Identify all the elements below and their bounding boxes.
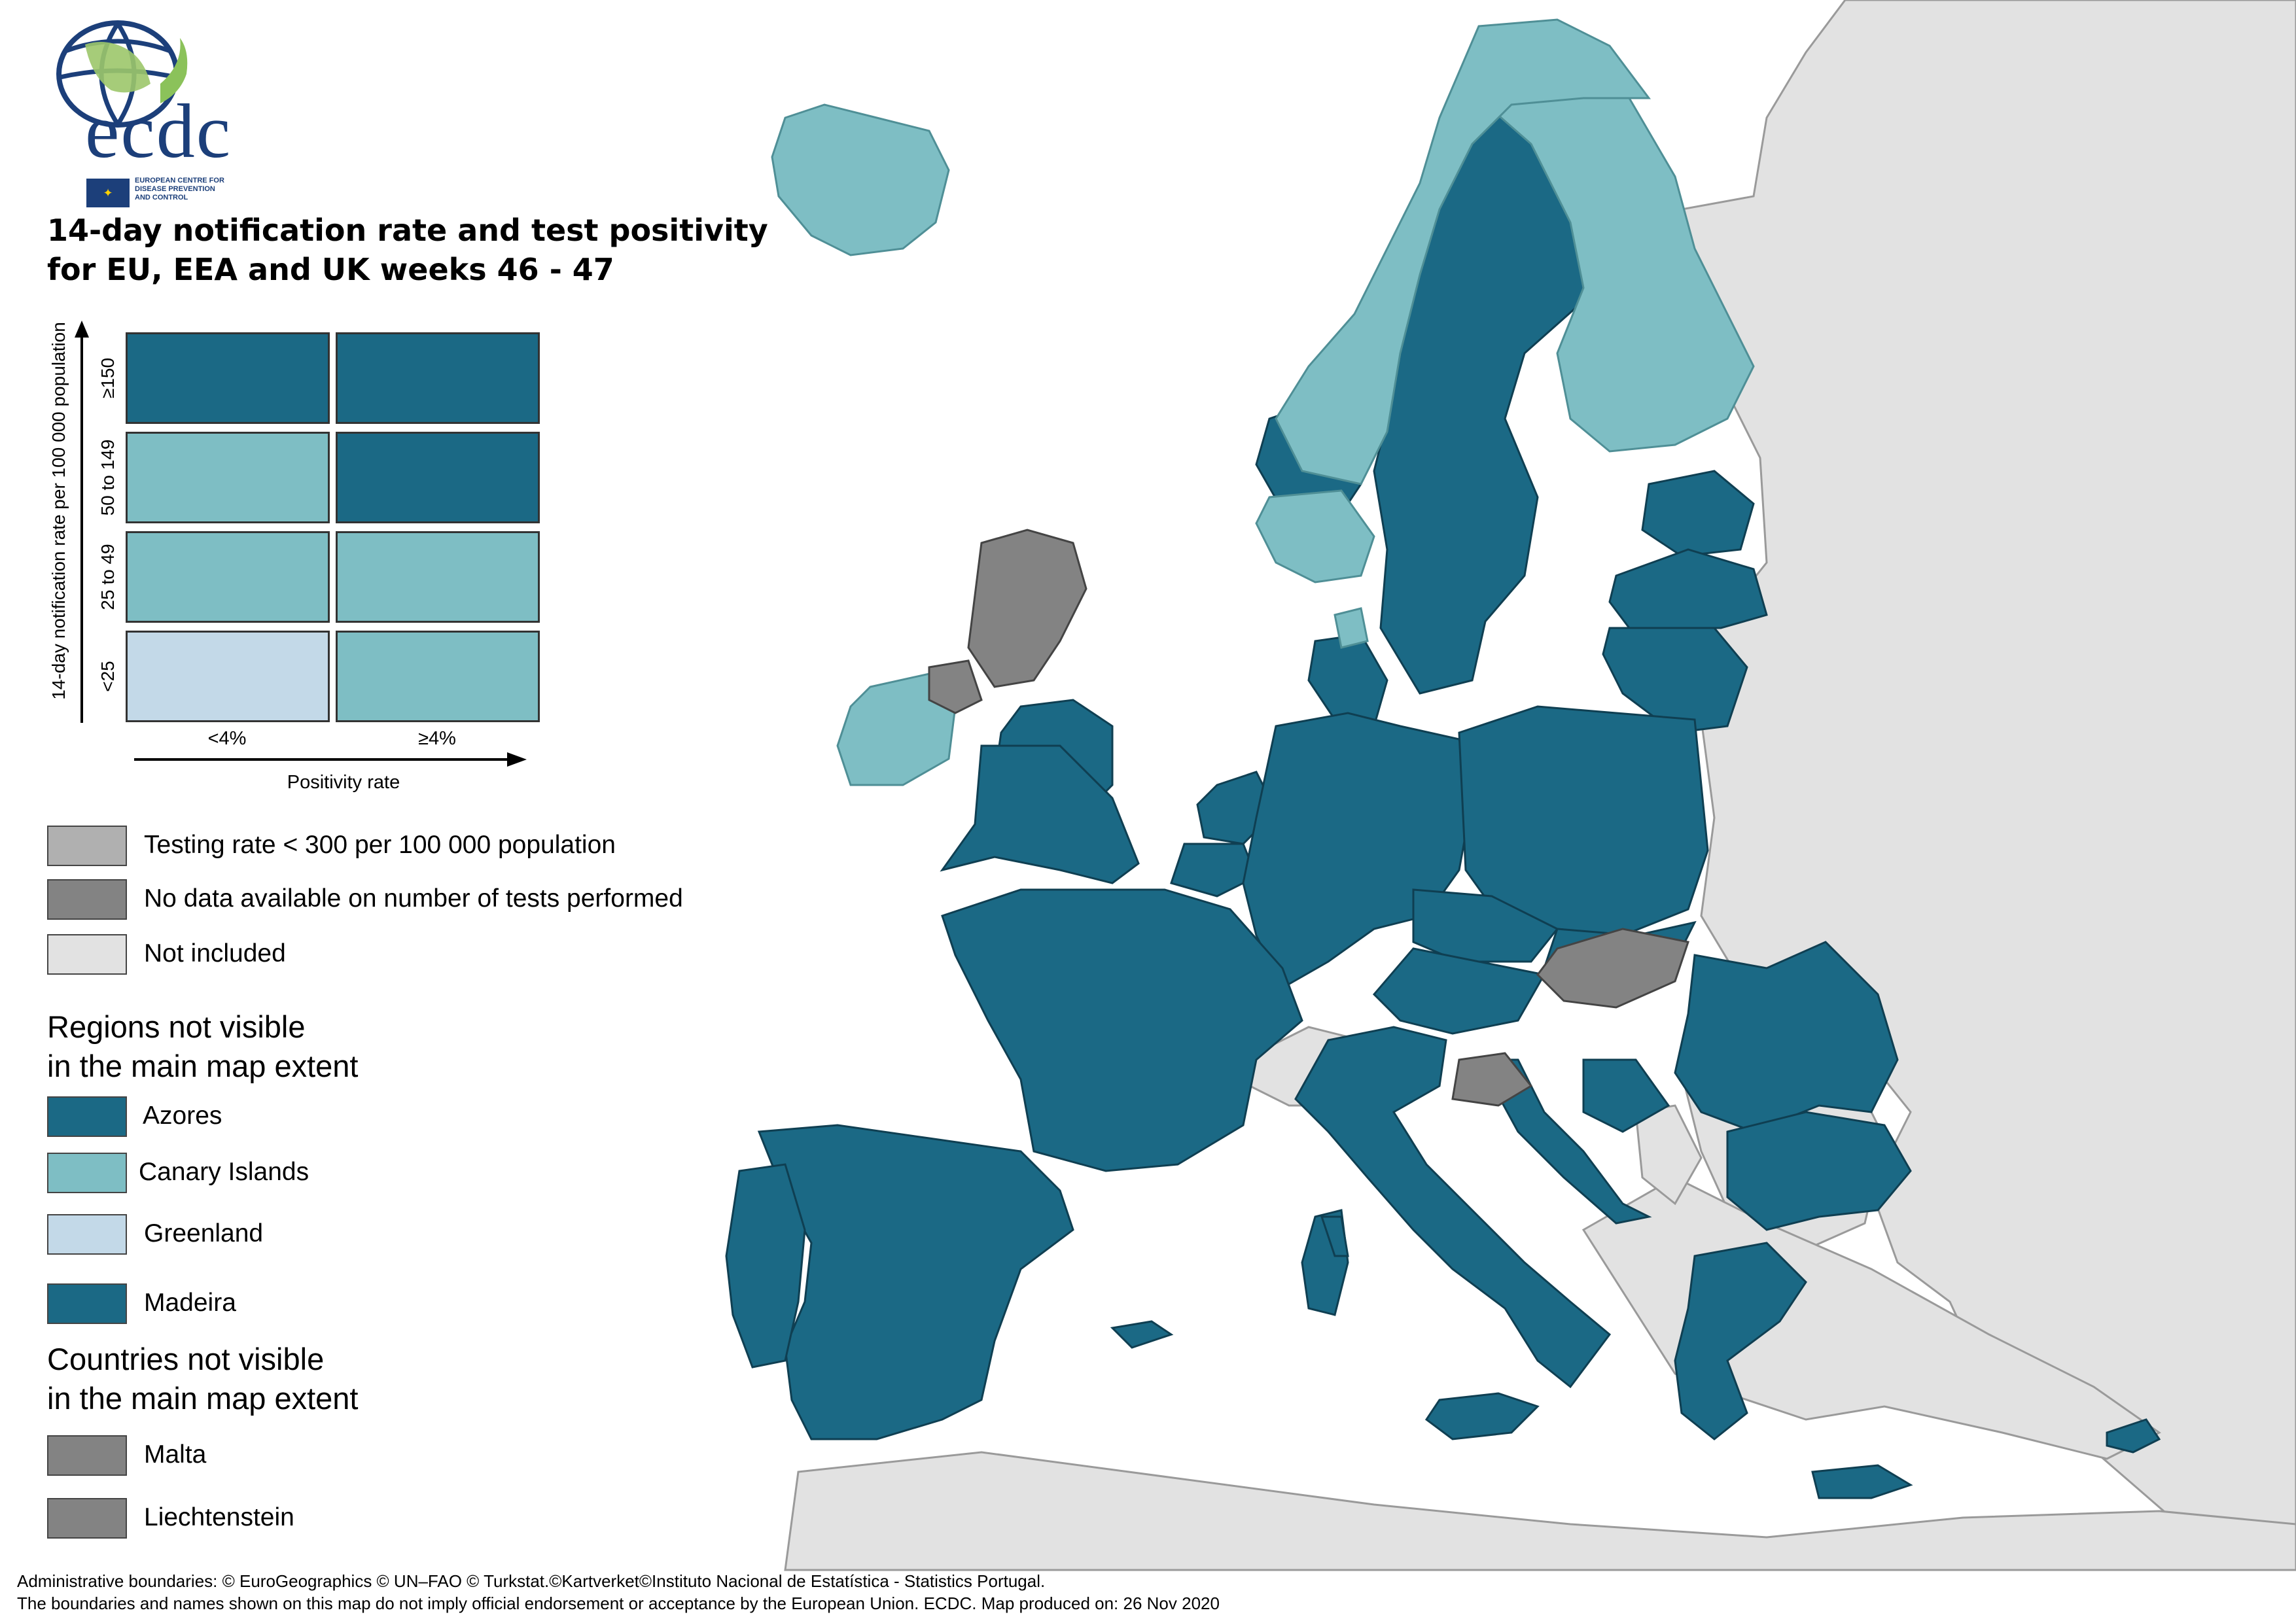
row-label-150: ≥150 [97, 357, 118, 399]
swatch-low-testing [47, 826, 127, 866]
x-axis-arrow-icon [134, 752, 527, 767]
swatch-liechtenstein [47, 1498, 127, 1539]
eu-flag-icon: ✦ [86, 179, 130, 207]
cell-50-high [336, 432, 540, 523]
estonia [1641, 470, 1755, 557]
logo-tagline: EUROPEAN CENTRE FOR DISEASE PREVENTION A… [135, 177, 224, 202]
ecdc-wordmark: ecdc [85, 88, 232, 174]
col-label-high: ≥4% [418, 728, 456, 749]
czechia [1412, 888, 1559, 963]
countries-heading: Countries not visible in the main map ex… [47, 1340, 359, 1418]
cell-lt25-low [126, 631, 330, 722]
romania [1674, 941, 1899, 1133]
balearic-islands [1110, 1320, 1174, 1349]
swatch-azores [47, 1096, 127, 1137]
regions-heading: Regions not visible in the main map exte… [47, 1007, 359, 1086]
finland [1476, 77, 1755, 453]
col-label-low: <4% [207, 728, 247, 749]
tagline-line-1: EUROPEAN CENTRE FOR [135, 177, 224, 184]
label-not-included: Not included [144, 939, 286, 967]
france [941, 888, 1303, 1172]
row-label-25: 25 to 49 [97, 544, 118, 610]
x-axis-title: Positivity rate [287, 772, 400, 793]
scotland [967, 529, 1087, 688]
swatch-not-included [47, 934, 127, 975]
countries-heading-line-1: Countries not visible [47, 1342, 325, 1376]
map-title: 14-day notification rate and test positi… [47, 211, 768, 289]
spain [757, 1124, 1074, 1440]
lithuania [1602, 627, 1748, 734]
cell-25-high [336, 531, 540, 623]
bulgaria [1726, 1111, 1912, 1231]
regions-heading-line-1: Regions not visible [47, 1009, 306, 1044]
croatia-inland [1582, 1058, 1670, 1133]
dark-teal-countries [725, 97, 2161, 1499]
label-liechtenstein: Liechtenstein [144, 1503, 294, 1531]
row-label-lt25: <25 [97, 661, 118, 692]
italy [1294, 1026, 1612, 1389]
greece-mainland [1674, 1242, 1807, 1440]
latvia [1608, 548, 1768, 629]
england-wales [940, 744, 1140, 884]
footer-disclaimer: The boundaries and names shown on this m… [17, 1594, 1220, 1613]
cell-50-low [126, 432, 330, 523]
norway [1275, 18, 1651, 485]
germany [1242, 712, 1474, 990]
corsica [1320, 1215, 1349, 1257]
sicily [1424, 1392, 1540, 1440]
grey-no-data-countries [928, 529, 1689, 1107]
tagline-line-3: AND CONTROL [135, 194, 188, 201]
belgium [1170, 843, 1258, 898]
denmark-north [1333, 607, 1369, 649]
hungary [1536, 928, 1689, 1009]
countries-heading-line-2: in the main map extent [47, 1381, 359, 1416]
globe-icon [56, 20, 188, 128]
swatch-canary-islands [47, 1153, 127, 1193]
swatch-greenland [47, 1214, 127, 1255]
title-line-2: for EU, EEA and UK weeks 46 - 47 [47, 252, 614, 287]
y-axis-title: 14-day notification rate per 100 000 pop… [48, 322, 69, 700]
label-canary-islands: Canary Islands [139, 1158, 309, 1186]
footer-attribution: Administrative boundaries: © EuroGeograp… [17, 1571, 1046, 1591]
y-axis-arrow-icon [75, 321, 89, 723]
label-madeira: Madeira [144, 1289, 236, 1317]
swatch-madeira [47, 1283, 127, 1324]
ecdc-logo: ecdc ✦ EUROPEAN CENTRE FOR DISEASE PREVE… [46, 12, 268, 207]
regions-heading-line-2: in the main map extent [47, 1049, 359, 1083]
label-no-data: No data available on number of tests per… [144, 884, 683, 913]
label-greenland: Greenland [144, 1219, 264, 1247]
label-low-testing: Testing rate < 300 per 100 000 populatio… [144, 831, 616, 859]
slovenia [1451, 1052, 1533, 1107]
label-malta: Malta [144, 1440, 207, 1469]
cell-lt25-high [336, 631, 540, 722]
tagline-line-2: DISEASE PREVENTION [135, 185, 215, 193]
portugal [725, 1163, 806, 1368]
row-label-50: 50 to 149 [97, 439, 118, 516]
northern-ireland [928, 659, 983, 714]
light-teal-countries [771, 18, 1755, 786]
southern-norway [1255, 489, 1375, 584]
cell-150-high [336, 332, 540, 424]
cell-150-low [126, 332, 330, 424]
cell-25-low [126, 531, 330, 623]
crete [1811, 1464, 1913, 1499]
austria [1372, 947, 1546, 1035]
swatch-malta [47, 1435, 127, 1476]
swatch-no-data [47, 879, 127, 920]
cyprus [2106, 1418, 2161, 1454]
iceland [771, 103, 950, 256]
label-azores: Azores [143, 1102, 222, 1130]
title-line-1: 14-day notification rate and test positi… [47, 213, 768, 248]
north-africa-region [784, 1451, 2296, 1571]
